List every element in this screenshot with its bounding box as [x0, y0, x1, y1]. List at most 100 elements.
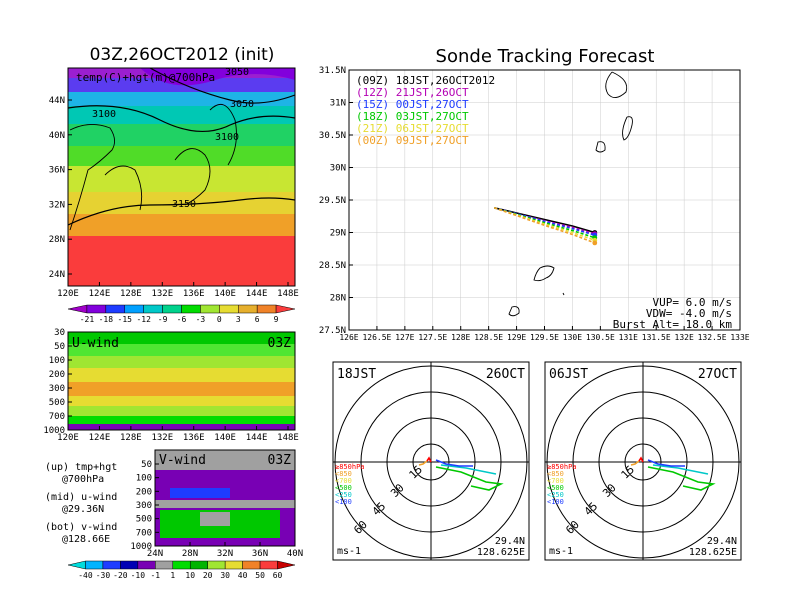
colorbar-label: -18	[99, 315, 114, 324]
map-lat-label: 32N	[49, 200, 65, 210]
hodograph-time: 06JST	[549, 367, 588, 382]
colorbar-swatch	[219, 304, 239, 314]
u-lon-label: 140E	[214, 433, 236, 443]
map-lon-label: 120E	[57, 289, 79, 299]
u-lon-label: 128E	[120, 433, 142, 443]
track-lat-label: 31N	[330, 99, 346, 109]
v-lat-label: 28N	[182, 549, 198, 559]
track-lon-label: 127E	[395, 333, 414, 342]
vup-text: VUP= 6.0 m/s	[653, 296, 732, 309]
track-lat-label: 29.5N	[319, 196, 346, 206]
colorbar-label: -1	[150, 571, 160, 580]
track-lon-label: 131.5E	[642, 333, 671, 342]
colorbar-swatch	[189, 560, 208, 570]
note-bot-1: (bot) v-wind	[45, 522, 117, 533]
colorbar-label: -12	[136, 315, 151, 324]
contour-label-3150: 3150	[172, 199, 196, 210]
contour-label-3050-top: 3050	[225, 67, 249, 78]
track-lat-label: 31.5N	[319, 66, 346, 76]
colorbar-label: 20	[203, 571, 213, 580]
hodograph-trace	[647, 459, 685, 467]
colorbar-label: 9	[274, 315, 279, 324]
colorbar-label: 40	[238, 571, 248, 580]
note-mid-1: (mid) u-wind	[45, 492, 117, 503]
hodograph-trace	[426, 456, 432, 463]
v-lat-label: 32N	[217, 549, 233, 559]
map-lon-label: 128E	[120, 289, 142, 299]
colorbar-swatch	[224, 560, 243, 570]
level-legend: <850	[335, 470, 352, 478]
track-lon-label: 126.5E	[362, 333, 391, 342]
colorbar-label: 60	[273, 571, 283, 580]
colorbar-label: 6	[255, 315, 260, 324]
colorbar-swatch	[242, 560, 261, 570]
colorbar-swatch	[162, 304, 182, 314]
track-lon-label: 129E	[507, 333, 526, 342]
u-lon-label: 148E	[277, 433, 299, 443]
track-lon-label: 130.5E	[586, 333, 615, 342]
u-wind-pressure-ticks: 30 50 100 200 300 500 700 1000	[43, 328, 72, 436]
coastline	[508, 71, 633, 317]
track-lon-label: 127.5E	[418, 333, 447, 342]
track-lon-label: 129.5E	[530, 333, 559, 342]
colorbar-swatch	[181, 304, 201, 314]
right-title: Sonde Tracking Forecast	[436, 46, 655, 67]
legend-entry: (09Z) 18JST,26OCT2012	[356, 74, 495, 87]
track-lat-label: 30.5N	[319, 131, 346, 141]
track-lat-ticks: 31.5N 31N 30.5N 30N 29.5N 29N 28.5N 28N 27.5N	[319, 66, 353, 336]
note-up-1: (up) tmp+hgt	[45, 462, 117, 473]
map-lat-label: 28N	[49, 235, 65, 245]
hodograph-trace	[435, 466, 504, 491]
colorbar-swatch	[143, 304, 163, 314]
u-lon-label: 136E	[183, 433, 205, 443]
level-legend: ≥850hPa	[335, 463, 365, 471]
colorbar-swatch	[120, 560, 139, 570]
colorbar-swatch	[105, 304, 125, 314]
colorbar-swatch	[275, 304, 296, 314]
track-legend: (09Z) 18JST,26OCT2012(12Z) 21JST,26OCT(1…	[356, 74, 495, 147]
u-lon-label: 124E	[89, 433, 111, 443]
colorbar-label: -9	[158, 315, 168, 324]
u-p-label: 1000	[43, 426, 65, 436]
map-lon-label: 148E	[277, 289, 299, 299]
hodograph-lon: 128.625E	[477, 547, 525, 558]
colorbar-label: -20	[113, 571, 128, 580]
u-p-label: 100	[49, 356, 65, 366]
v-p-label: 200	[136, 487, 152, 497]
panel-legend-notes: (up) tmp+hgt @700hPa (mid) u-wind @29.36…	[45, 462, 117, 545]
u-lon-label: 132E	[151, 433, 173, 443]
colorbar-swatch	[124, 304, 144, 314]
v-p-label: 1000	[130, 542, 152, 552]
contour-3100	[67, 105, 296, 133]
u-lon-label: 144E	[246, 433, 268, 443]
colorbar-label: -40	[78, 571, 93, 580]
track-lon-label: 131E	[619, 333, 638, 342]
v-p-label: 50	[141, 460, 152, 470]
colorbar-swatch	[137, 560, 156, 570]
track-lat-label: 30N	[330, 164, 346, 174]
burst-text: Burst Alt= 18.0 km	[613, 318, 733, 331]
u-p-label: 500	[49, 398, 65, 408]
hodograph-trace	[435, 459, 473, 467]
track-lon-ticks: 126E 126.5E 127E 127.5E 128E 128.5E 129E 129.5E…	[339, 326, 750, 342]
colorbar-label: 10	[185, 571, 195, 580]
track-lon-label: 133E	[730, 333, 749, 342]
v-p-label: 700	[136, 528, 152, 538]
hodograph-trace	[638, 456, 644, 463]
u-wind-lon-ticks: 120E 124E 128E 132E 136E 140E 144E 148E	[57, 426, 299, 443]
hodograph-trace	[652, 464, 709, 475]
map-lat-label: 24N	[49, 270, 65, 280]
track-lon-label: 128.5E	[474, 333, 503, 342]
map-panel-label: temp(C)+hgt(m)@700hPa	[76, 71, 215, 84]
v-wind-lat-ticks: 24N 28N 32N 36N 40N	[147, 542, 303, 559]
hodograph-unit: ms-1	[337, 546, 361, 557]
u-wind-label: U-wind	[72, 336, 119, 351]
v-wind-time: 03Z	[268, 453, 292, 468]
track-lon-label: 126E	[339, 333, 358, 342]
contour-3050	[149, 67, 296, 104]
hodograph-date: 27OCT	[698, 367, 737, 382]
colorbar-label: -15	[118, 315, 133, 324]
hodograph-unit: ms-1	[549, 546, 573, 557]
track-lon-label: 130E	[563, 333, 582, 342]
